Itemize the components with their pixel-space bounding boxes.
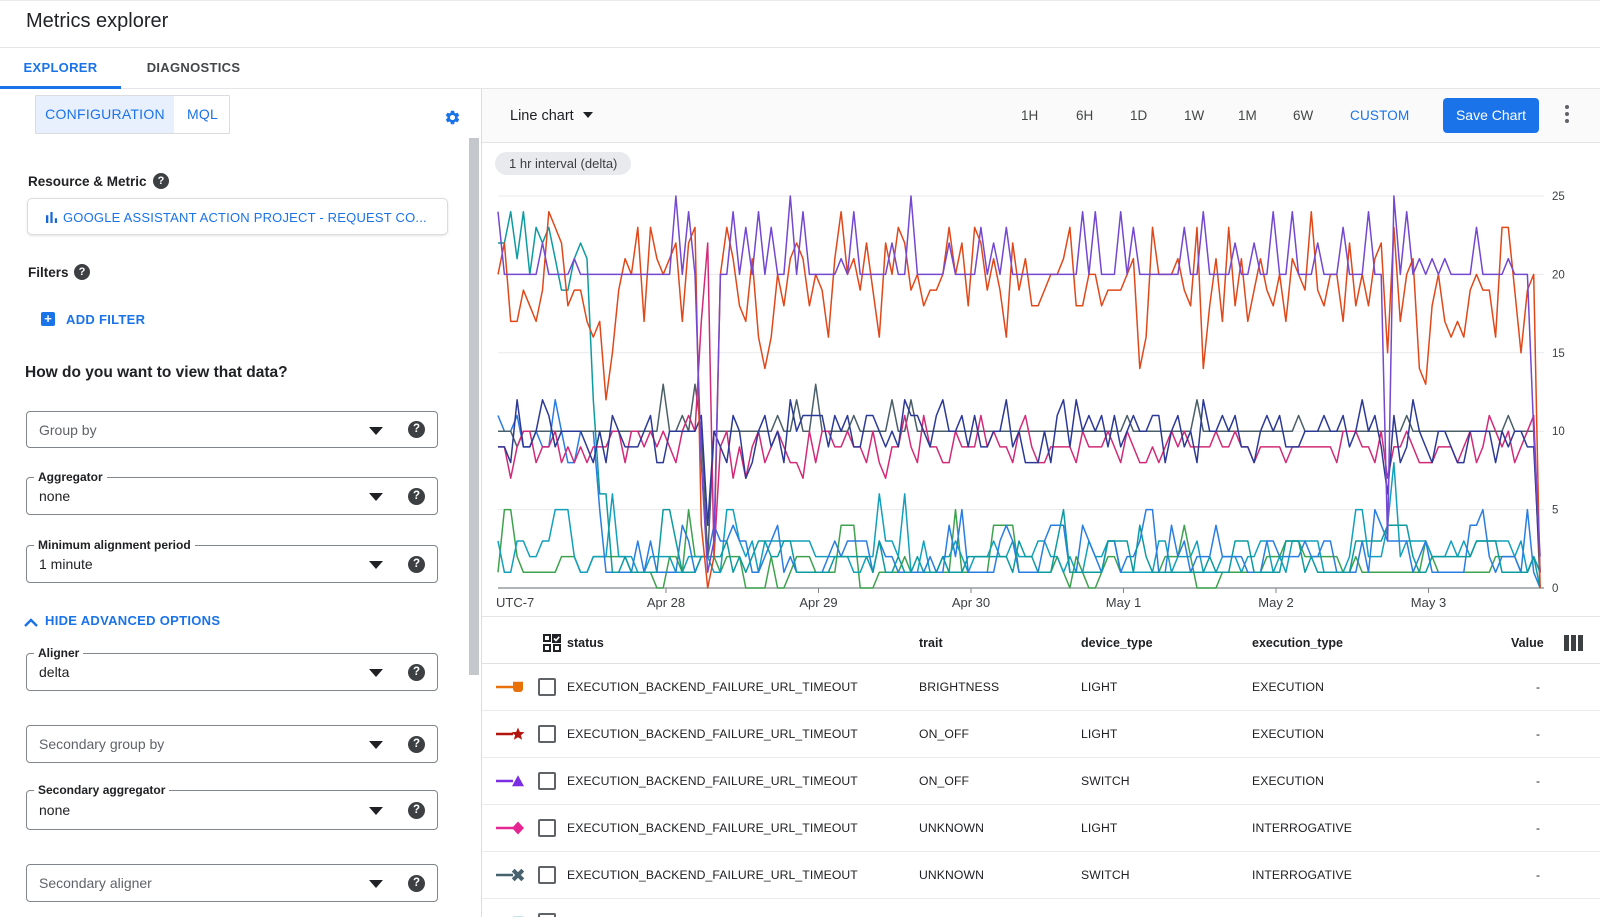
svg-text:0: 0	[1552, 583, 1558, 595]
svg-text:5: 5	[1552, 505, 1558, 517]
svg-text:25: 25	[1552, 191, 1565, 203]
svg-text:Apr 29: Apr 29	[799, 595, 837, 610]
svg-text:10: 10	[1552, 426, 1565, 438]
svg-text:Apr 28: Apr 28	[647, 595, 685, 610]
svg-text:Apr 30: Apr 30	[952, 595, 990, 610]
svg-text:May 2: May 2	[1258, 595, 1293, 610]
svg-text:20: 20	[1552, 269, 1565, 281]
svg-text:UTC-7: UTC-7	[496, 595, 534, 610]
svg-text:May 1: May 1	[1106, 595, 1141, 610]
svg-text:May 3: May 3	[1411, 595, 1446, 610]
svg-text:15: 15	[1552, 348, 1565, 360]
